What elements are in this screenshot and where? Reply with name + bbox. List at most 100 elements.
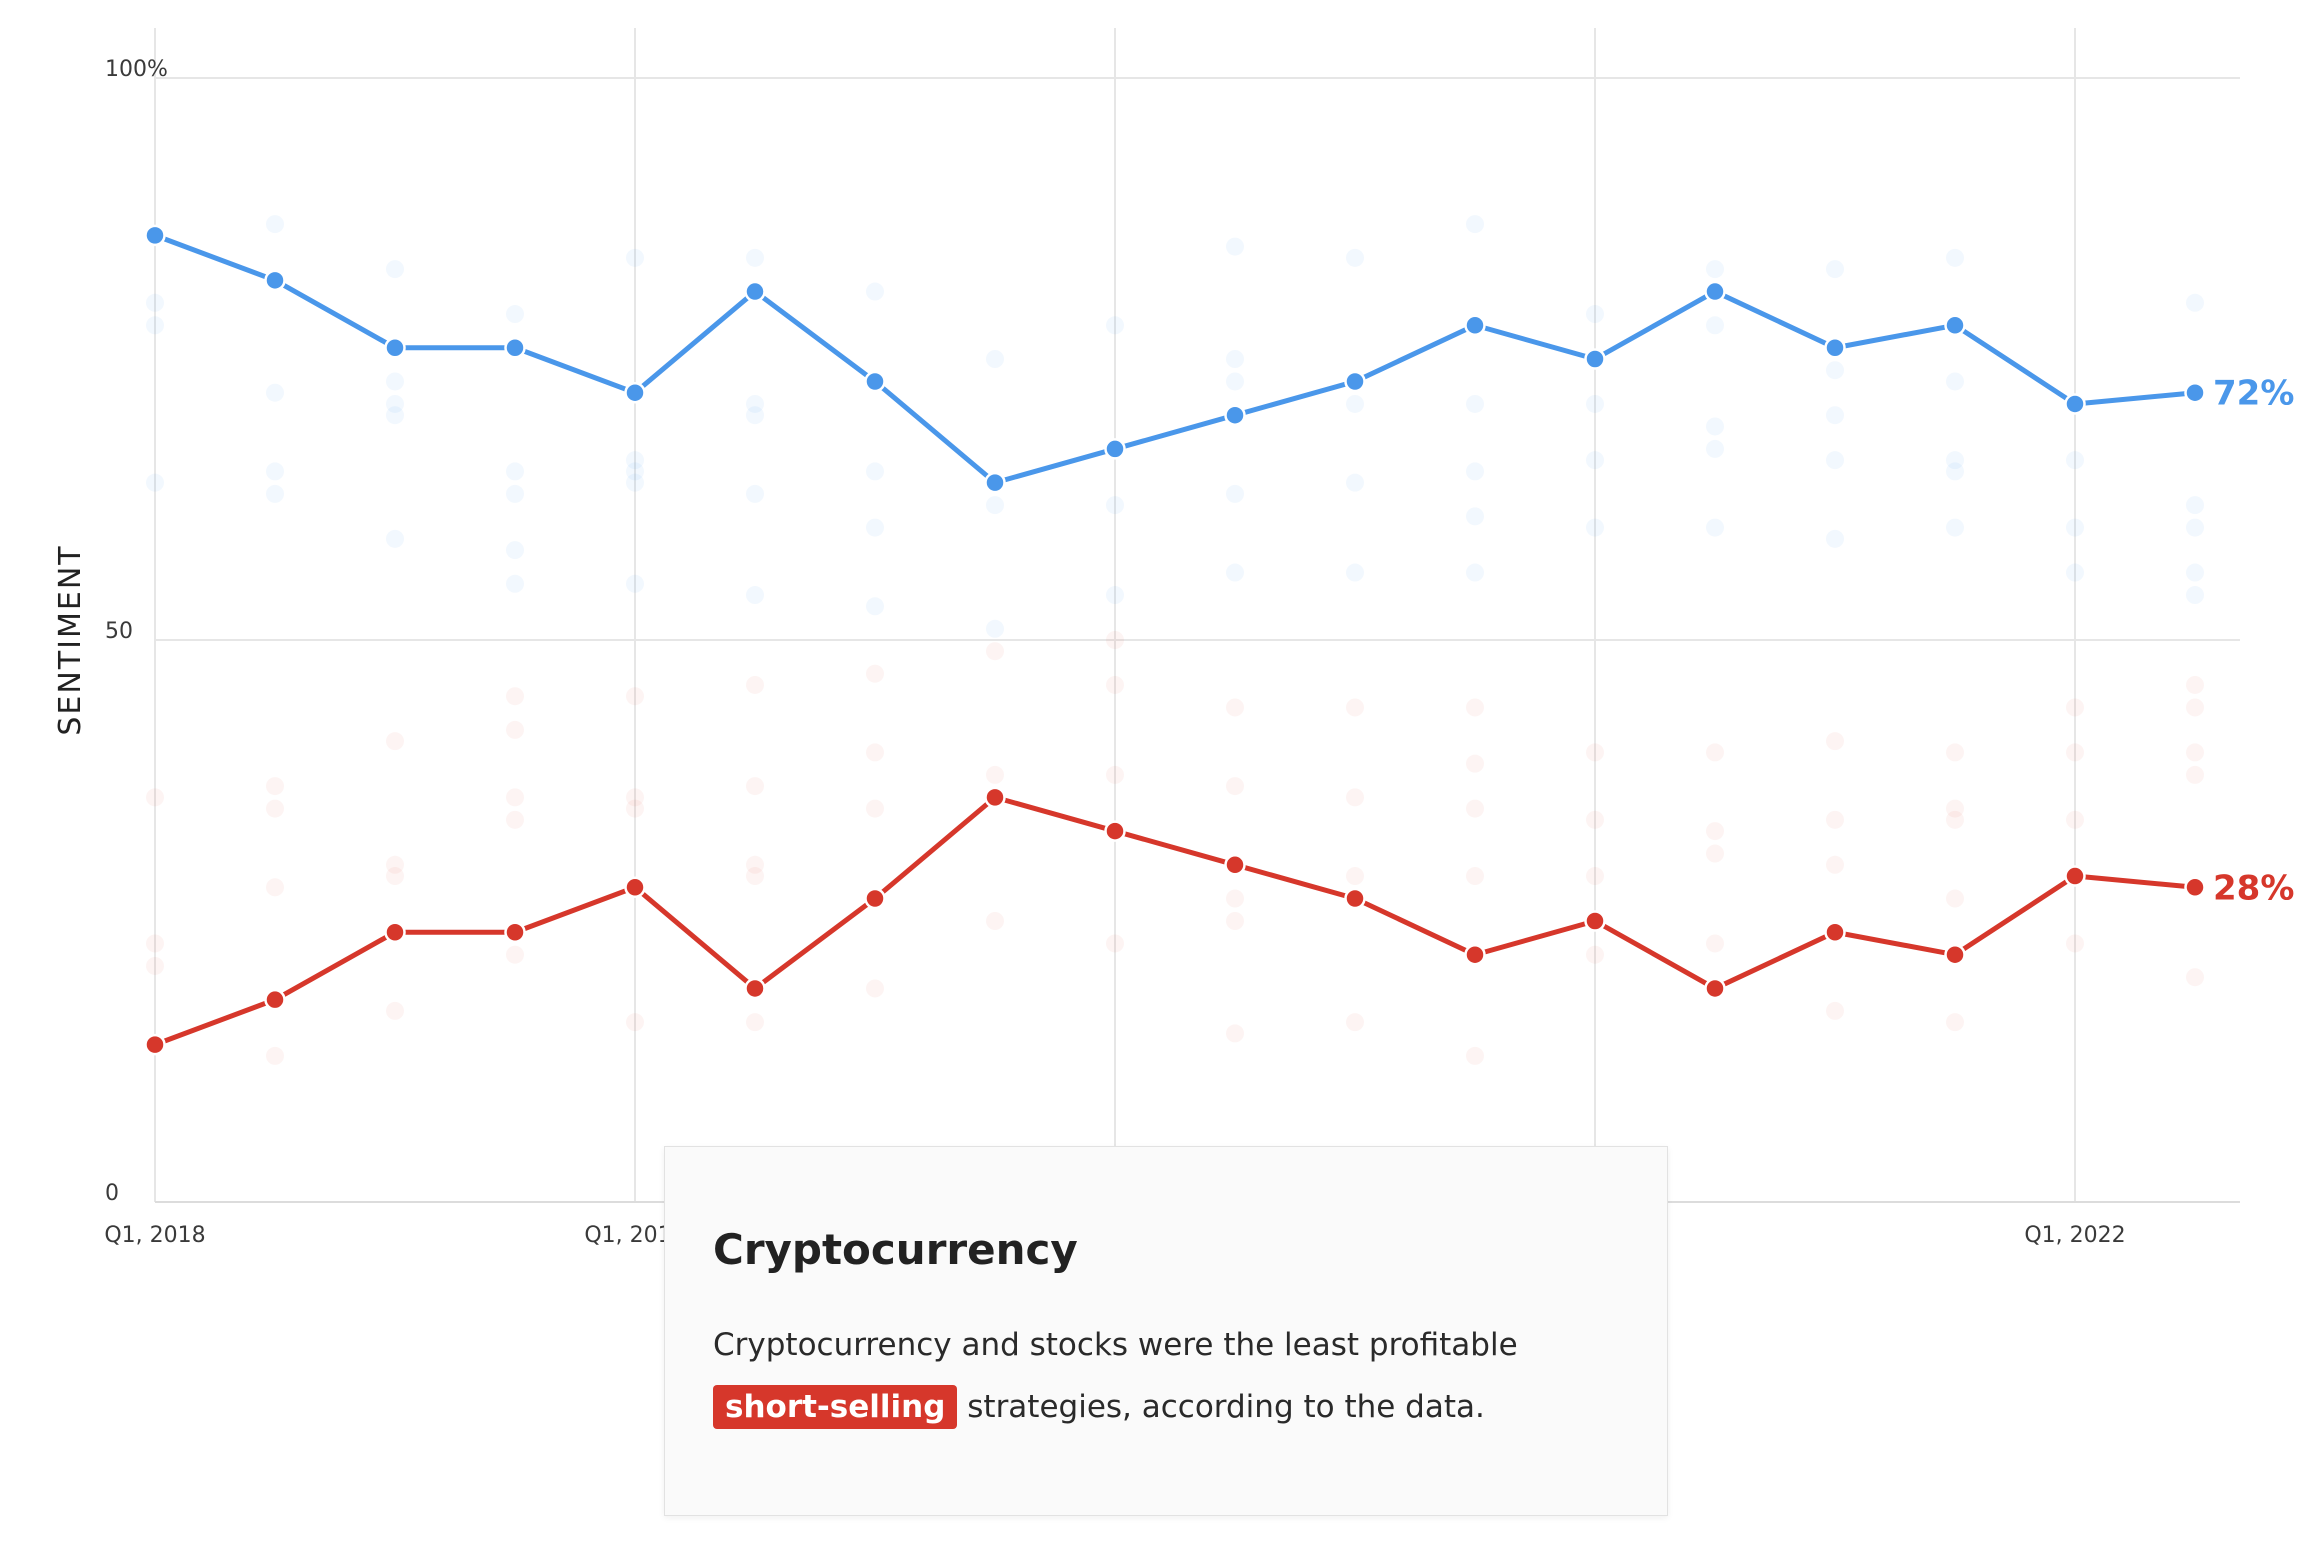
info-card: Cryptocurrency Cryptocurrency and stocks… — [664, 1146, 1668, 1516]
red-background-point — [146, 788, 164, 807]
series-1-point — [1584, 348, 1606, 370]
red-background-point — [1106, 631, 1124, 649]
blue-background-point — [266, 462, 284, 481]
series-1-point — [1104, 438, 1126, 460]
blue-background-point — [1466, 563, 1484, 582]
red-background-point — [266, 1046, 284, 1065]
red-background-point — [1586, 743, 1604, 762]
short-selling-highlight: short-selling — [713, 1385, 958, 1429]
red-background-point — [1946, 743, 1964, 762]
series-2-point — [624, 876, 646, 899]
blue-background-point — [1226, 237, 1244, 256]
red-background-point — [1826, 810, 1844, 829]
series-1-end-label: 72% — [2213, 374, 2294, 414]
red-background-point — [746, 675, 764, 694]
red-background-point — [506, 687, 524, 706]
blue-background-point — [386, 406, 404, 425]
red-background-point — [1106, 934, 1124, 953]
series-2-point — [1104, 820, 1126, 842]
series-1-point — [2184, 381, 2206, 404]
blue-background-point — [1106, 586, 1124, 605]
red-background-point — [2186, 765, 2204, 784]
blue-background-point — [1946, 372, 1964, 391]
series-1-point — [1944, 314, 1966, 337]
red-background-point — [2066, 810, 2084, 829]
blue-background-point — [506, 462, 524, 481]
blue-background-point — [1106, 496, 1124, 515]
blue-background-point — [1826, 529, 1844, 548]
blue-background-point — [1946, 462, 1964, 481]
series-2-point — [744, 977, 766, 1000]
blue-background-point — [1466, 462, 1484, 481]
red-background-point — [386, 867, 404, 886]
series-2-point — [1824, 921, 1846, 943]
red-background-point — [1586, 867, 1604, 886]
red-background-point — [1346, 788, 1364, 807]
blue-background-point — [866, 597, 884, 616]
red-background-point — [1946, 1013, 1964, 1032]
red-background-point — [1106, 675, 1124, 694]
red-background-point — [2186, 743, 2204, 762]
series-1-point — [1704, 280, 1726, 303]
blue-background-point — [1466, 394, 1484, 413]
red-background-point — [626, 788, 644, 807]
series-1-line — [152, 232, 2198, 486]
red-background-point — [866, 799, 884, 818]
blue-background-point — [986, 619, 1004, 638]
y-axis-title: SENTIMENT — [53, 544, 88, 735]
card-title: Cryptocurrency — [713, 1225, 1078, 1274]
series-1-point — [264, 269, 286, 292]
series-2-point — [1464, 943, 1486, 966]
blue-background-point — [746, 586, 764, 605]
blue-background-point — [506, 305, 524, 324]
red-background-point — [1226, 777, 1244, 796]
red-background-point — [1946, 799, 1964, 818]
red-background-point — [626, 687, 644, 706]
y-tick-label: 50 — [105, 619, 133, 644]
red-background-point — [146, 934, 164, 953]
red-background-point — [386, 732, 404, 751]
blue-background-point — [1706, 260, 1724, 279]
x-tick-label: Q1, 2022 — [2024, 1223, 2125, 1248]
blue-background-point — [1586, 394, 1604, 413]
series-1-point — [624, 381, 646, 404]
blue-background-point — [1586, 305, 1604, 324]
blue-background-point — [2186, 518, 2204, 537]
blue-background-point — [1346, 563, 1364, 582]
red-background-point — [626, 1013, 644, 1032]
series-2-point — [384, 921, 406, 943]
red-background-point — [266, 878, 284, 897]
blue-background-point — [2066, 563, 2084, 582]
blue-background-point — [2186, 496, 2204, 515]
red-background-point — [2066, 698, 2084, 717]
red-background-point — [1586, 945, 1604, 964]
blue-background-point — [1586, 451, 1604, 470]
red-background-point — [1946, 889, 1964, 908]
series-2-point — [1704, 977, 1726, 1000]
red-background-point — [506, 720, 524, 739]
blue-background-point — [1946, 518, 1964, 537]
red-background-point — [2186, 968, 2204, 987]
blue-background-point — [386, 394, 404, 413]
blue-background-point — [506, 541, 524, 560]
series-2-point — [864, 887, 886, 910]
red-background-point — [1466, 1046, 1484, 1065]
y-tick-label: 0 — [105, 1181, 119, 1206]
blue-background-point — [2186, 563, 2204, 582]
red-background-point — [1346, 698, 1364, 717]
red-background-point — [986, 912, 1004, 930]
blue-background-point — [506, 484, 524, 503]
blue-background-point — [266, 383, 284, 402]
red-background-point — [506, 788, 524, 807]
blue-background-point — [1706, 316, 1724, 335]
blue-background-point — [1826, 361, 1844, 380]
red-background-point — [1706, 844, 1724, 863]
series-2-point — [1224, 854, 1246, 876]
red-background-point — [866, 664, 884, 683]
red-background-point — [986, 642, 1004, 661]
blue-background-point — [146, 473, 164, 492]
red-background-point — [746, 867, 764, 886]
series-1-point — [1824, 337, 1846, 359]
series-2-point — [264, 988, 286, 1011]
